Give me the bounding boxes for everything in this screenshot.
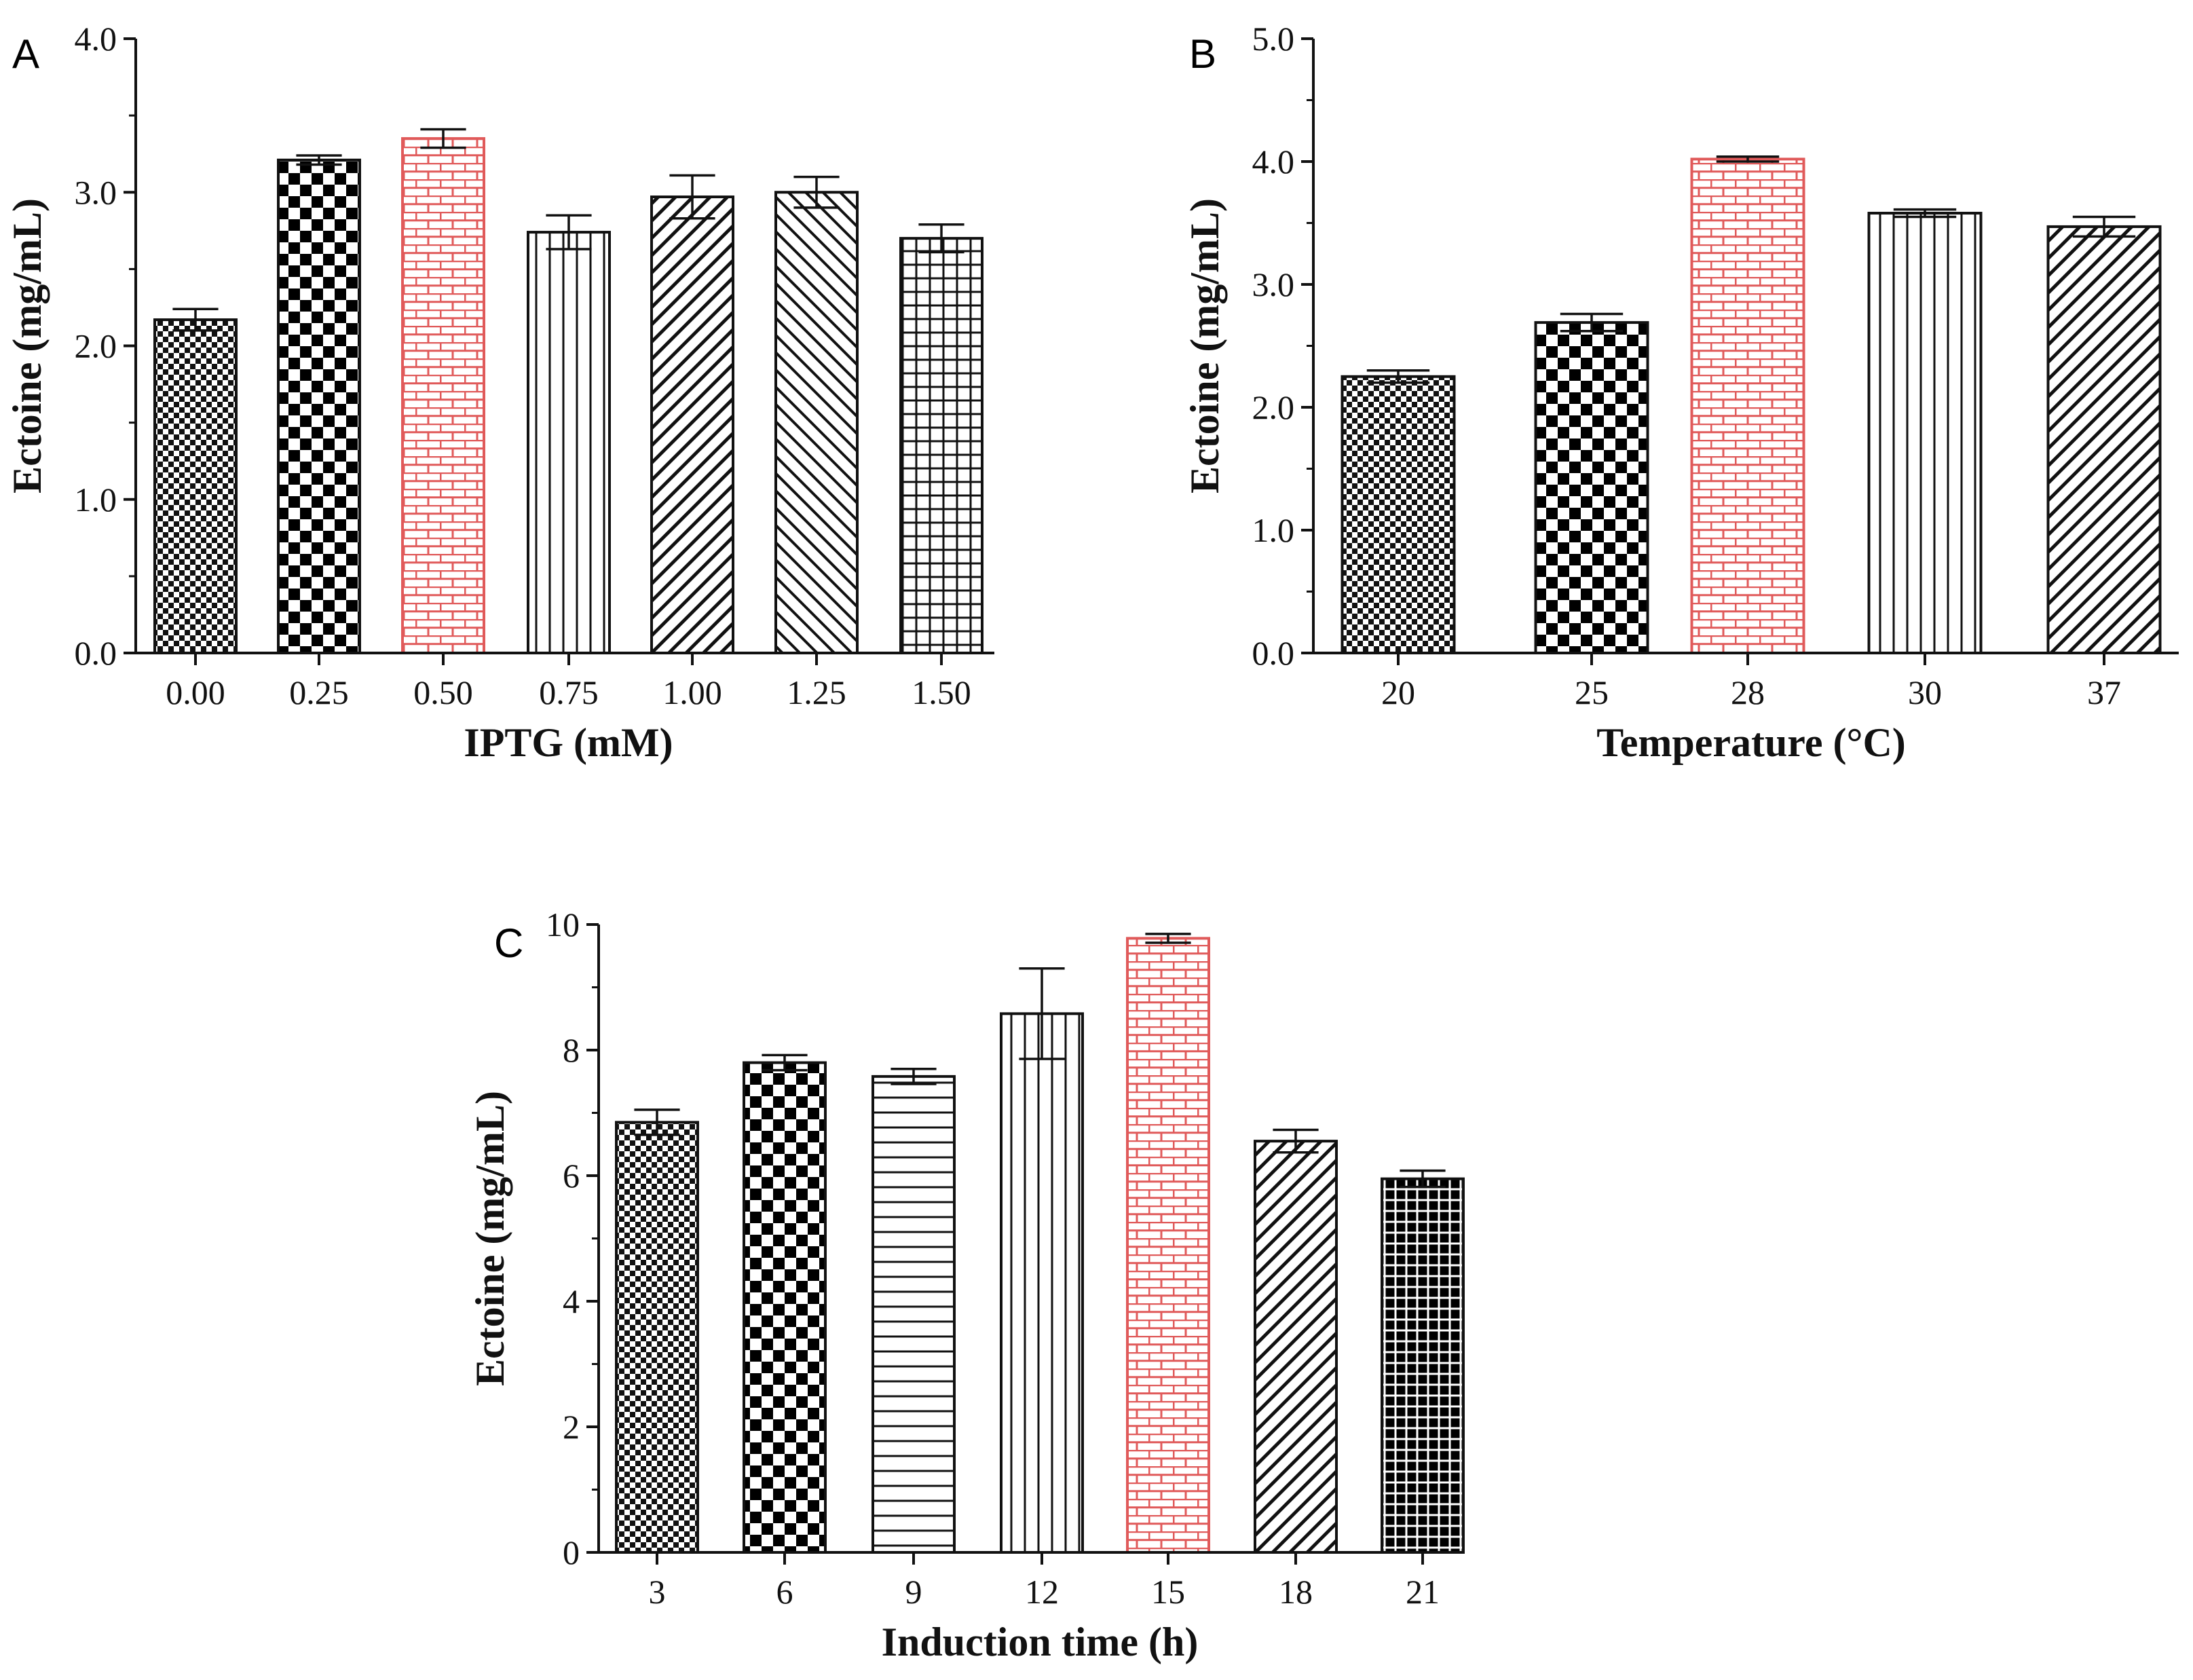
- y-tick-label: 2.0: [75, 327, 117, 365]
- error-bar: [1366, 369, 1430, 384]
- y-axis-title: Ectoine (mg/mL): [5, 198, 50, 493]
- panel-label: A: [12, 31, 39, 77]
- error-bar: [634, 1108, 680, 1136]
- bar: [401, 137, 485, 654]
- error-bar: [296, 154, 342, 166]
- bar: [1000, 1012, 1084, 1554]
- y-tick-label: 6: [563, 1157, 580, 1195]
- y-tick-label: 0: [563, 1533, 580, 1571]
- x-axis-title: IPTG (mM): [464, 720, 673, 765]
- panel-c: C 0 2 4 6 8 10 3 6 9 12 15 18 21 Induction time (h) Ect…: [468, 906, 1465, 1664]
- x-tick-label: 28: [1731, 673, 1765, 711]
- error-bar: [2072, 215, 2136, 238]
- error-bar: [669, 174, 715, 220]
- x-tick-label: 30: [1908, 673, 1942, 711]
- error-bar: [546, 214, 592, 250]
- x-axis-title: Temperature (°C): [1596, 720, 1906, 765]
- panel-label: B: [1189, 31, 1216, 77]
- bar: [1534, 321, 1649, 654]
- x-tick-label: 6: [776, 1573, 793, 1611]
- bar: [899, 237, 983, 654]
- bar: [650, 195, 734, 655]
- x-tick-label: 0.25: [289, 673, 349, 711]
- error-bar: [1273, 1128, 1319, 1154]
- bar: [743, 1061, 827, 1554]
- x-tick-label: 1.25: [787, 673, 846, 711]
- y-tick-label: 4.0: [1252, 143, 1295, 181]
- bar: [1690, 157, 1805, 654]
- error-bar: [1400, 1169, 1446, 1189]
- x-tick-label: 37: [2087, 673, 2121, 711]
- error-bar: [793, 175, 840, 209]
- x-tick-label: 1.00: [662, 673, 722, 711]
- panel-label: C: [494, 920, 523, 966]
- x-tick-label: 18: [1279, 1573, 1313, 1611]
- x-tick-label: 0.00: [166, 673, 225, 711]
- bar: [615, 1121, 699, 1554]
- x-tick-label: 12: [1025, 1573, 1059, 1611]
- x-tick-label: 0.50: [413, 673, 473, 711]
- y-tick-label: 10: [546, 906, 580, 944]
- x-tick-label: 1.50: [912, 673, 971, 711]
- bar: [1341, 375, 1456, 654]
- bar: [277, 158, 361, 655]
- x-tick-label: 15: [1151, 1573, 1185, 1611]
- panel-b: B 0.0 1.0 2.0 3.0 4.0 5.0 20 25 28 30 37 Temperature…: [1182, 20, 2179, 765]
- error-bar: [1019, 967, 1065, 1060]
- y-tick-label: 2: [563, 1408, 580, 1446]
- x-tick-label: 3: [649, 1573, 666, 1611]
- error-bar: [1893, 208, 1957, 219]
- error-bar: [891, 1068, 937, 1085]
- bar: [1126, 937, 1210, 1554]
- bar: [1381, 1177, 1465, 1554]
- bar: [527, 231, 611, 654]
- x-tick-label: 25: [1575, 673, 1609, 711]
- error-bar: [420, 128, 466, 149]
- y-tick-label: 1.0: [1252, 511, 1295, 549]
- y-tick-label: 2.0: [1252, 388, 1295, 426]
- y-tick-label: 4: [563, 1282, 580, 1320]
- error-bar: [172, 307, 219, 332]
- x-tick-label: 0.75: [539, 673, 599, 711]
- panel-a: A 0.0 1.0 2.0 3.0 4.0 0.00 0.25 0.50 0.75 1.00 1.25…: [5, 20, 994, 765]
- y-axis-title: Ectoine (mg/mL): [468, 1091, 512, 1386]
- y-tick-label: 8: [563, 1031, 580, 1069]
- bar: [774, 191, 859, 654]
- bar: [1867, 212, 1983, 654]
- y-tick-label: 4.0: [75, 20, 117, 58]
- y-tick-label: 5.0: [1252, 20, 1295, 58]
- x-axis-title: Induction time (h): [882, 1620, 1199, 1664]
- y-axis-title: Ectoine (mg/mL): [1182, 198, 1227, 493]
- x-tick-label: 20: [1381, 673, 1415, 711]
- bar: [1254, 1140, 1338, 1554]
- y-tick-label: 3.0: [1252, 265, 1295, 303]
- y-tick-label: 1.0: [75, 481, 117, 519]
- bar: [153, 318, 238, 654]
- error-bar: [1716, 155, 1780, 163]
- x-tick-label: 21: [1406, 1573, 1440, 1611]
- y-tick-label: 0.0: [75, 634, 117, 672]
- error-bar: [918, 223, 964, 254]
- bar: [871, 1075, 956, 1554]
- y-tick-label: 0.0: [1252, 634, 1295, 672]
- bar: [2046, 225, 2162, 654]
- error-bar: [762, 1053, 808, 1072]
- x-tick-label: 9: [905, 1573, 922, 1611]
- error-bar: [1560, 312, 1624, 333]
- y-tick-label: 3.0: [75, 173, 117, 211]
- error-bar: [1145, 933, 1191, 944]
